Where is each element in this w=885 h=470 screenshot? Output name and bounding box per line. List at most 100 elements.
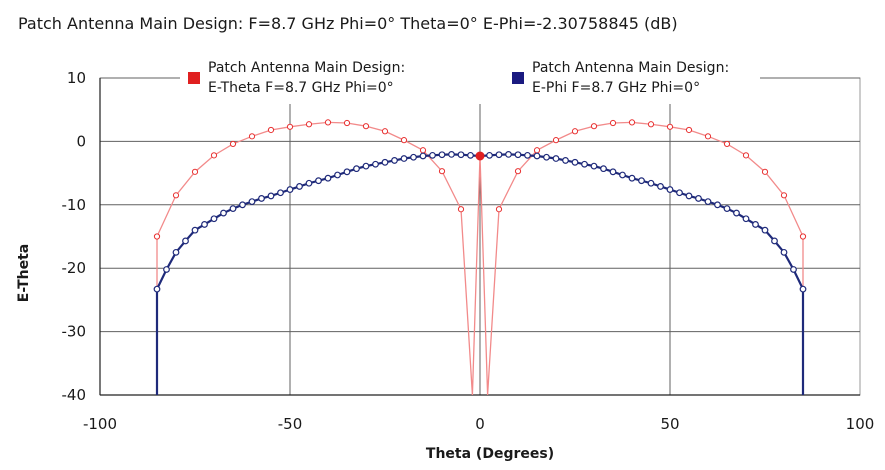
data-point-e-phi — [277, 189, 284, 197]
data-point-e-phi — [742, 215, 750, 223]
y-tick-label: -20 — [62, 259, 87, 277]
data-point-e-theta — [590, 123, 598, 130]
data-point-e-theta — [704, 133, 712, 140]
data-point-e-phi — [419, 152, 427, 160]
data-point-e-phi — [790, 266, 797, 273]
data-point-e-phi — [799, 285, 807, 293]
data-point-e-phi — [315, 177, 322, 185]
data-point-e-theta — [742, 152, 750, 159]
data-point-e-theta — [438, 168, 446, 175]
data-point-e-phi — [457, 151, 465, 159]
data-point-e-phi — [163, 266, 170, 273]
data-point-e-phi — [258, 195, 265, 202]
data-point-e-phi — [562, 157, 569, 164]
data-point-e-phi — [286, 186, 294, 193]
data-point-e-phi — [467, 151, 474, 159]
data-point-e-theta — [286, 123, 294, 130]
data-point-e-phi — [229, 205, 237, 213]
data-point-e-phi — [771, 237, 778, 245]
data-point-e-phi — [695, 195, 702, 202]
data-point-e-phi — [296, 183, 303, 190]
data-point-e-theta — [761, 168, 769, 175]
data-point-e-phi — [780, 248, 788, 256]
data-point-e-phi — [666, 186, 674, 193]
y-tick-label: 10 — [67, 69, 86, 87]
data-point-e-theta — [362, 123, 370, 130]
data-point-e-phi — [761, 226, 769, 234]
data-point-e-theta — [248, 133, 256, 140]
legend-line2: E-Phi F=8.7 GHz Phi=0° — [532, 80, 701, 96]
data-point-e-phi — [600, 165, 607, 173]
data-point-e-theta — [457, 206, 465, 213]
data-point-e-phi — [685, 192, 693, 200]
y-tick-label: -10 — [62, 196, 87, 214]
data-point-e-phi — [676, 189, 683, 197]
data-point-e-theta — [514, 168, 522, 175]
y-tick-label: -30 — [62, 323, 87, 341]
legend: Patch Antenna Main Design: E-Theta F=8.7… — [180, 58, 760, 104]
data-point-e-theta — [552, 137, 560, 144]
data-point-e-theta — [343, 119, 351, 127]
legend-swatch-e-phi — [512, 72, 524, 84]
data-point-e-phi — [391, 157, 398, 164]
data-point-e-phi — [267, 192, 275, 200]
legend-line1: Patch Antenna Main Design: — [208, 60, 406, 76]
data-point-e-phi — [343, 168, 351, 176]
legend-label-e-phi: Patch Antenna Main Design: E-Phi F=8.7 G… — [532, 58, 729, 98]
data-point-e-phi — [723, 205, 731, 213]
legend-line2: E-Theta F=8.7 GHz Phi=0° — [208, 80, 394, 96]
data-point-e-theta — [305, 121, 313, 128]
data-point-e-phi — [191, 226, 199, 234]
data-point-e-theta — [666, 123, 674, 130]
data-point-e-phi — [334, 171, 341, 179]
data-point-e-phi — [429, 151, 436, 159]
legend-label-e-theta: Patch Antenna Main Design: E-Theta F=8.7… — [208, 58, 405, 98]
data-point-e-phi — [381, 158, 389, 166]
data-point-e-theta — [799, 233, 807, 240]
highlight-point — [475, 151, 485, 161]
legend-line1: Patch Antenna Main Design: — [532, 60, 730, 76]
data-point-e-phi — [524, 151, 531, 159]
data-point-e-phi — [571, 158, 579, 166]
data-point-e-phi — [657, 183, 664, 190]
data-point-e-theta — [780, 192, 788, 199]
data-point-e-phi — [239, 201, 246, 209]
data-point-e-phi — [514, 151, 522, 159]
data-point-e-phi — [153, 285, 161, 293]
data-point-e-phi — [448, 150, 455, 158]
legend-swatch-e-theta — [188, 72, 200, 84]
data-point-e-phi — [182, 237, 189, 245]
data-point-e-phi — [638, 177, 645, 185]
data-point-e-phi — [210, 215, 218, 223]
data-point-e-theta — [628, 119, 636, 126]
data-point-e-theta — [400, 137, 408, 144]
data-point-e-phi — [533, 152, 541, 160]
data-point-e-theta — [210, 152, 218, 159]
data-point-e-theta — [229, 140, 237, 148]
data-point-e-phi — [362, 162, 370, 170]
data-point-e-theta — [419, 147, 427, 154]
x-tick-label: -50 — [278, 415, 303, 433]
data-point-e-phi — [628, 174, 636, 182]
data-point-e-phi — [353, 165, 360, 173]
y-tick-label: 0 — [76, 132, 86, 150]
data-point-e-theta — [191, 168, 199, 175]
x-tick-label: -100 — [83, 415, 117, 433]
data-point-e-theta — [495, 206, 503, 213]
data-point-e-phi — [619, 171, 626, 179]
data-point-e-phi — [552, 155, 560, 162]
data-point-e-phi — [486, 151, 493, 159]
data-point-e-theta — [571, 128, 579, 135]
x-tick-label: 100 — [846, 415, 875, 433]
data-point-e-phi — [609, 168, 617, 176]
data-point-e-theta — [533, 147, 541, 154]
y-tick-label: -40 — [62, 386, 87, 404]
data-point-e-theta — [609, 119, 617, 127]
data-point-e-theta — [685, 126, 693, 134]
x-tick-label: 0 — [475, 415, 485, 433]
y-axis-title: E-Theta — [16, 243, 32, 303]
x-axis-title: Theta (Degrees) — [425, 446, 555, 462]
x-tick-label: 50 — [660, 415, 679, 433]
